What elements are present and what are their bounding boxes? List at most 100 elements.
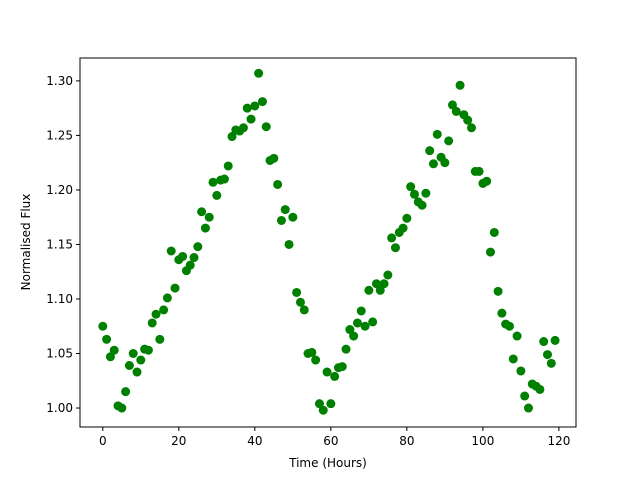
point: [242, 103, 252, 113]
point: [493, 286, 503, 296]
point: [356, 306, 366, 316]
point: [504, 321, 514, 331]
point: [254, 68, 264, 78]
point: [330, 371, 340, 381]
point: [466, 123, 476, 133]
point: [539, 337, 549, 347]
point: [227, 132, 237, 142]
point: [162, 293, 172, 303]
point: [364, 285, 374, 295]
point: [371, 279, 381, 289]
point: [428, 159, 438, 169]
point: [166, 246, 176, 256]
point: [352, 318, 362, 328]
x-tick-label: 20: [171, 434, 186, 448]
point: [147, 318, 157, 328]
point: [409, 189, 419, 199]
point: [280, 205, 290, 215]
point: [516, 366, 526, 376]
point: [105, 352, 115, 362]
point: [295, 297, 305, 307]
x-tick-label: 60: [323, 434, 338, 448]
point: [288, 212, 298, 222]
point: [542, 350, 552, 360]
point: [170, 283, 180, 293]
point: [314, 399, 324, 409]
point: [311, 355, 321, 365]
point: [212, 190, 222, 200]
y-tick-label: 1.25: [46, 128, 73, 142]
point: [200, 223, 210, 233]
y-axis-label: Normalised Flux: [19, 194, 33, 291]
point: [276, 215, 286, 225]
point: [390, 243, 400, 253]
point: [197, 207, 207, 217]
point: [447, 100, 457, 110]
point: [474, 166, 484, 176]
point: [546, 358, 556, 368]
x-tick-label: 100: [471, 434, 494, 448]
point: [349, 331, 359, 341]
point: [98, 321, 108, 331]
point: [273, 179, 283, 189]
point: [151, 309, 161, 319]
point: [307, 347, 317, 357]
point: [550, 335, 560, 345]
y-tick-label: 1.05: [46, 347, 73, 361]
point: [117, 403, 127, 413]
point: [155, 334, 165, 344]
point: [189, 253, 199, 263]
point: [508, 354, 518, 364]
point: [489, 227, 499, 237]
point: [455, 80, 465, 90]
point: [451, 106, 461, 116]
point: [463, 115, 473, 125]
x-tick-label: 120: [547, 434, 570, 448]
point: [482, 176, 492, 186]
point: [193, 242, 203, 252]
point: [132, 367, 142, 377]
point: [257, 97, 267, 107]
point: [159, 305, 169, 315]
point: [383, 270, 393, 280]
point: [318, 405, 328, 415]
point: [535, 384, 545, 394]
point: [402, 213, 412, 223]
point: [379, 279, 389, 289]
point: [128, 349, 138, 359]
y-tick-label: 1.15: [46, 237, 73, 251]
point: [485, 247, 495, 257]
point: [261, 122, 271, 132]
point: [238, 123, 248, 133]
point: [136, 355, 146, 365]
x-tick-label: 80: [399, 434, 414, 448]
point: [375, 285, 385, 295]
point: [246, 114, 256, 124]
point: [322, 367, 332, 377]
point: [368, 317, 378, 327]
point: [292, 287, 302, 297]
point: [512, 331, 522, 341]
point: [223, 161, 233, 171]
point: [337, 362, 347, 372]
point: [497, 308, 507, 318]
point: [250, 101, 260, 111]
y-tick-label: 1.30: [46, 74, 73, 88]
point: [178, 251, 188, 261]
point: [360, 321, 370, 331]
point: [326, 399, 336, 409]
point: [299, 305, 309, 315]
point: [432, 129, 442, 139]
x-tick-label: 40: [247, 434, 262, 448]
point: [284, 239, 294, 249]
point: [398, 223, 408, 233]
point: [523, 403, 533, 413]
x-tick-label: 0: [99, 434, 107, 448]
point: [421, 188, 431, 198]
point: [185, 260, 195, 270]
y-tick-label: 1.00: [46, 401, 73, 415]
point: [124, 361, 134, 370]
point: [204, 212, 214, 222]
point: [102, 334, 112, 344]
point: [425, 146, 435, 156]
